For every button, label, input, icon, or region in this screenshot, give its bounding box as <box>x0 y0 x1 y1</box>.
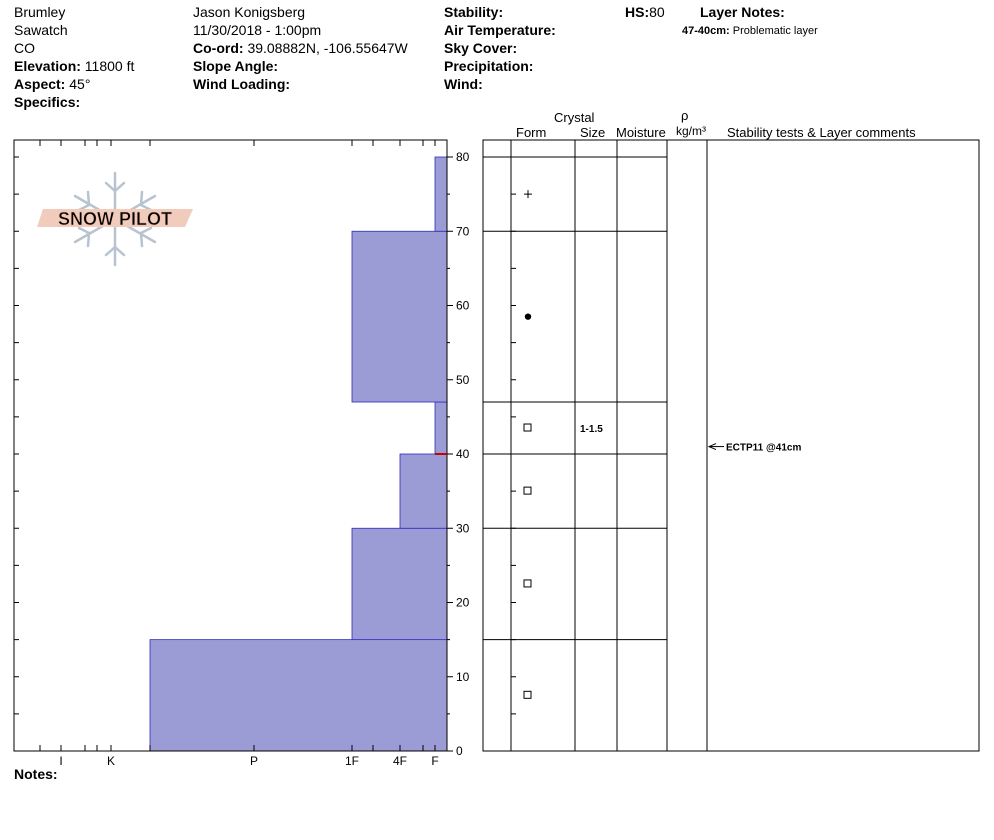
stability-tests-header: Stability tests & Layer comments <box>727 125 916 140</box>
depth-tick-label: 40 <box>456 447 470 461</box>
depth-tick-label: 30 <box>456 521 470 535</box>
grain-form-rounded <box>524 313 532 320</box>
slope-angle-label: Slope Angle: <box>193 58 279 74</box>
state: CO <box>14 40 35 56</box>
logo-text: SNOW PILOT <box>58 209 172 229</box>
hs-value: 80 <box>649 4 665 20</box>
rho-header: ρ <box>681 108 689 123</box>
precipitation-label: Precipitation: <box>444 58 534 74</box>
depth-tick-label: 0 <box>456 744 463 758</box>
hardness-tick-label: 1F <box>345 754 359 768</box>
stability-label: Stability: <box>444 4 504 20</box>
form-header: Form <box>516 125 547 140</box>
observer: Jason Konigsberg <box>193 4 306 20</box>
air-temperature-label: Air Temperature: <box>444 22 556 38</box>
moisture-header: Moisture <box>616 125 666 140</box>
density-unit-header: kg/m³ <box>676 124 706 138</box>
hardness-layer-bar <box>434 156 448 232</box>
depth-tick-label: 20 <box>456 596 470 610</box>
location: Brumley <box>14 4 66 20</box>
elevation-label: Elevation: <box>14 58 81 74</box>
stability-test-arrowhead <box>707 443 717 451</box>
aspect-label: Aspect: <box>14 76 66 92</box>
hardness-tick-label: F <box>431 754 438 768</box>
hardness-layer-bar <box>434 401 448 455</box>
size-header: Size <box>580 125 606 140</box>
crystal-header: Crystal <box>554 110 595 125</box>
grain-size-label: 1-1.5 <box>580 424 603 435</box>
range: Sawatch <box>14 22 68 38</box>
depth-tick-label: 60 <box>456 299 470 313</box>
hardness-tick-label: 4F <box>393 754 407 768</box>
depth-tick-label: 80 <box>456 150 470 164</box>
grain-form-faceted <box>523 579 532 588</box>
depth-tick-label: 70 <box>456 224 470 238</box>
aspect: Aspect: 45° <box>14 76 90 92</box>
coordinates: Co-ord: 39.08882N, -106.55647W <box>193 40 408 56</box>
hardness-plot-frame <box>13 139 448 752</box>
hardness-tick-label: I <box>59 754 62 768</box>
specifics-label: Specifics: <box>14 94 81 110</box>
sky-cover-label: Sky Cover: <box>444 40 518 56</box>
hs-label: HS: <box>625 4 650 20</box>
grain-form-faceted <box>523 486 532 495</box>
elevation: Elevation: 11800 ft <box>14 58 134 74</box>
wind-loading-label: Wind Loading: <box>193 76 291 92</box>
layer-note: 47-40cm: Problematic layer <box>682 23 818 39</box>
hardness-layer-bar <box>351 527 448 641</box>
datetime: 11/30/2018 - 1:00pm <box>193 22 322 38</box>
hardness-layer-bar <box>351 230 448 403</box>
hardness-tick-label: K <box>107 754 115 768</box>
hardness-layer-bar <box>399 453 448 529</box>
grain-form-faceted <box>523 690 532 699</box>
grain-form-faceted <box>523 423 532 432</box>
depth-tick-label: 50 <box>456 373 470 387</box>
layer-note-text: Problematic layer <box>732 25 818 37</box>
notes-label: Notes: <box>14 766 58 782</box>
coord-label: Co-ord: <box>193 40 244 56</box>
wind-label: Wind: <box>444 76 483 92</box>
coord-value: 39.08882N, -106.55647W <box>247 40 408 56</box>
hs: HS:80 <box>625 4 665 20</box>
snow-pilot-logo: SNOW PILOT <box>37 171 193 267</box>
layer-note-range: 47-40cm: <box>682 25 730 37</box>
hardness-tick-label: P <box>250 754 258 768</box>
elevation-value: 11800 ft <box>84 58 135 74</box>
hardness-layer-bar <box>149 639 448 752</box>
depth-tick-label: 10 <box>456 670 470 684</box>
layer-notes-label: Layer Notes: <box>700 4 785 20</box>
layer-table-frame <box>482 139 980 752</box>
stability-test-label: ECTP11 @41cm <box>726 443 801 454</box>
aspect-value: 45° <box>69 76 91 92</box>
